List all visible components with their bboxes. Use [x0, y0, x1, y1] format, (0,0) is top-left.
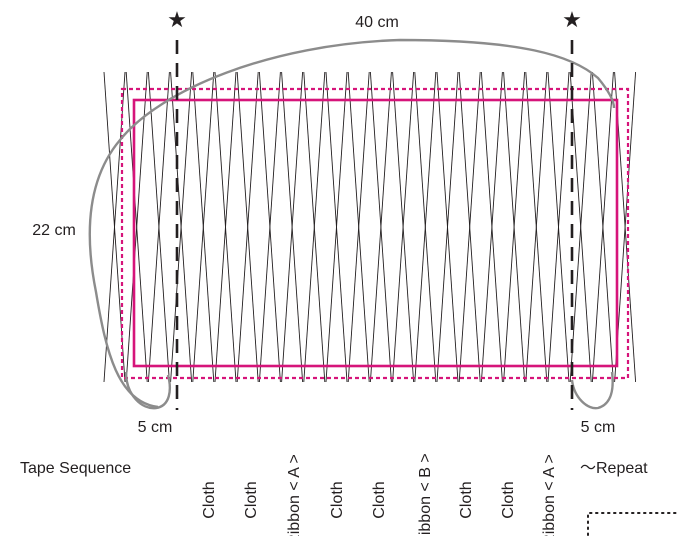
repeat-label: ～Repeat	[580, 460, 648, 477]
tape-sequence-item: Ribbon < A >	[541, 454, 558, 536]
tape-sequence-items: Cloth Cloth Ribbon < A > Cloth Cloth Ribbon <…	[201, 453, 558, 536]
left-margin-label: 5 cm	[138, 419, 173, 436]
tape-sequence-title: Tape Sequence	[20, 460, 131, 477]
gray-outline-curve	[88, 38, 616, 409]
gray-loop-right	[570, 371, 614, 410]
tape-sequence-item: Cloth	[329, 481, 346, 518]
height-label: 22 cm	[32, 222, 76, 239]
lattice-line	[325, 71, 348, 383]
width-label: 40 cm	[355, 14, 399, 31]
right-margin-label: 5 cm	[581, 419, 616, 436]
lattice-line	[569, 71, 592, 383]
star-icon: ★	[167, 7, 187, 32]
lattice-line	[214, 71, 237, 383]
lattice-line	[525, 71, 548, 383]
lattice-line	[192, 71, 215, 383]
lattice-line	[414, 71, 437, 383]
lattice-line	[458, 71, 481, 383]
gray-loop-left	[124, 371, 171, 410]
lattice-line	[480, 71, 503, 383]
lattice-line	[347, 71, 370, 383]
lattice-line	[170, 71, 193, 383]
tape-sequence-item: Cloth	[371, 481, 388, 518]
lattice-line	[281, 71, 304, 383]
lattice-line	[258, 71, 281, 383]
tape-sequence-item: Cloth	[201, 481, 218, 518]
lattice-line	[125, 71, 148, 383]
inner-solid-border	[132, 98, 619, 368]
lattice-line	[369, 71, 392, 383]
lattice-line	[503, 71, 526, 383]
dotted-corner-guide	[587, 512, 677, 536]
tape-sequence-item: Ribbon < B >	[417, 453, 434, 536]
lattice-line	[303, 71, 326, 383]
lattice-line	[591, 71, 614, 383]
crisscross-lattice	[103, 71, 637, 383]
tape-sequence-item: Cloth	[458, 481, 475, 518]
lattice-line	[147, 71, 170, 383]
lattice-line	[236, 71, 259, 383]
tape-sequence-item: Cloth	[500, 481, 517, 518]
tape-sequence-item: Ribbon < A >	[286, 454, 303, 536]
lattice-line	[436, 71, 459, 383]
lattice-line	[547, 71, 570, 383]
tape-sequence-item: Cloth	[243, 481, 260, 518]
lattice-line	[392, 71, 415, 383]
star-icon: ★	[562, 7, 582, 32]
outer-dotted-border	[120, 87, 630, 380]
